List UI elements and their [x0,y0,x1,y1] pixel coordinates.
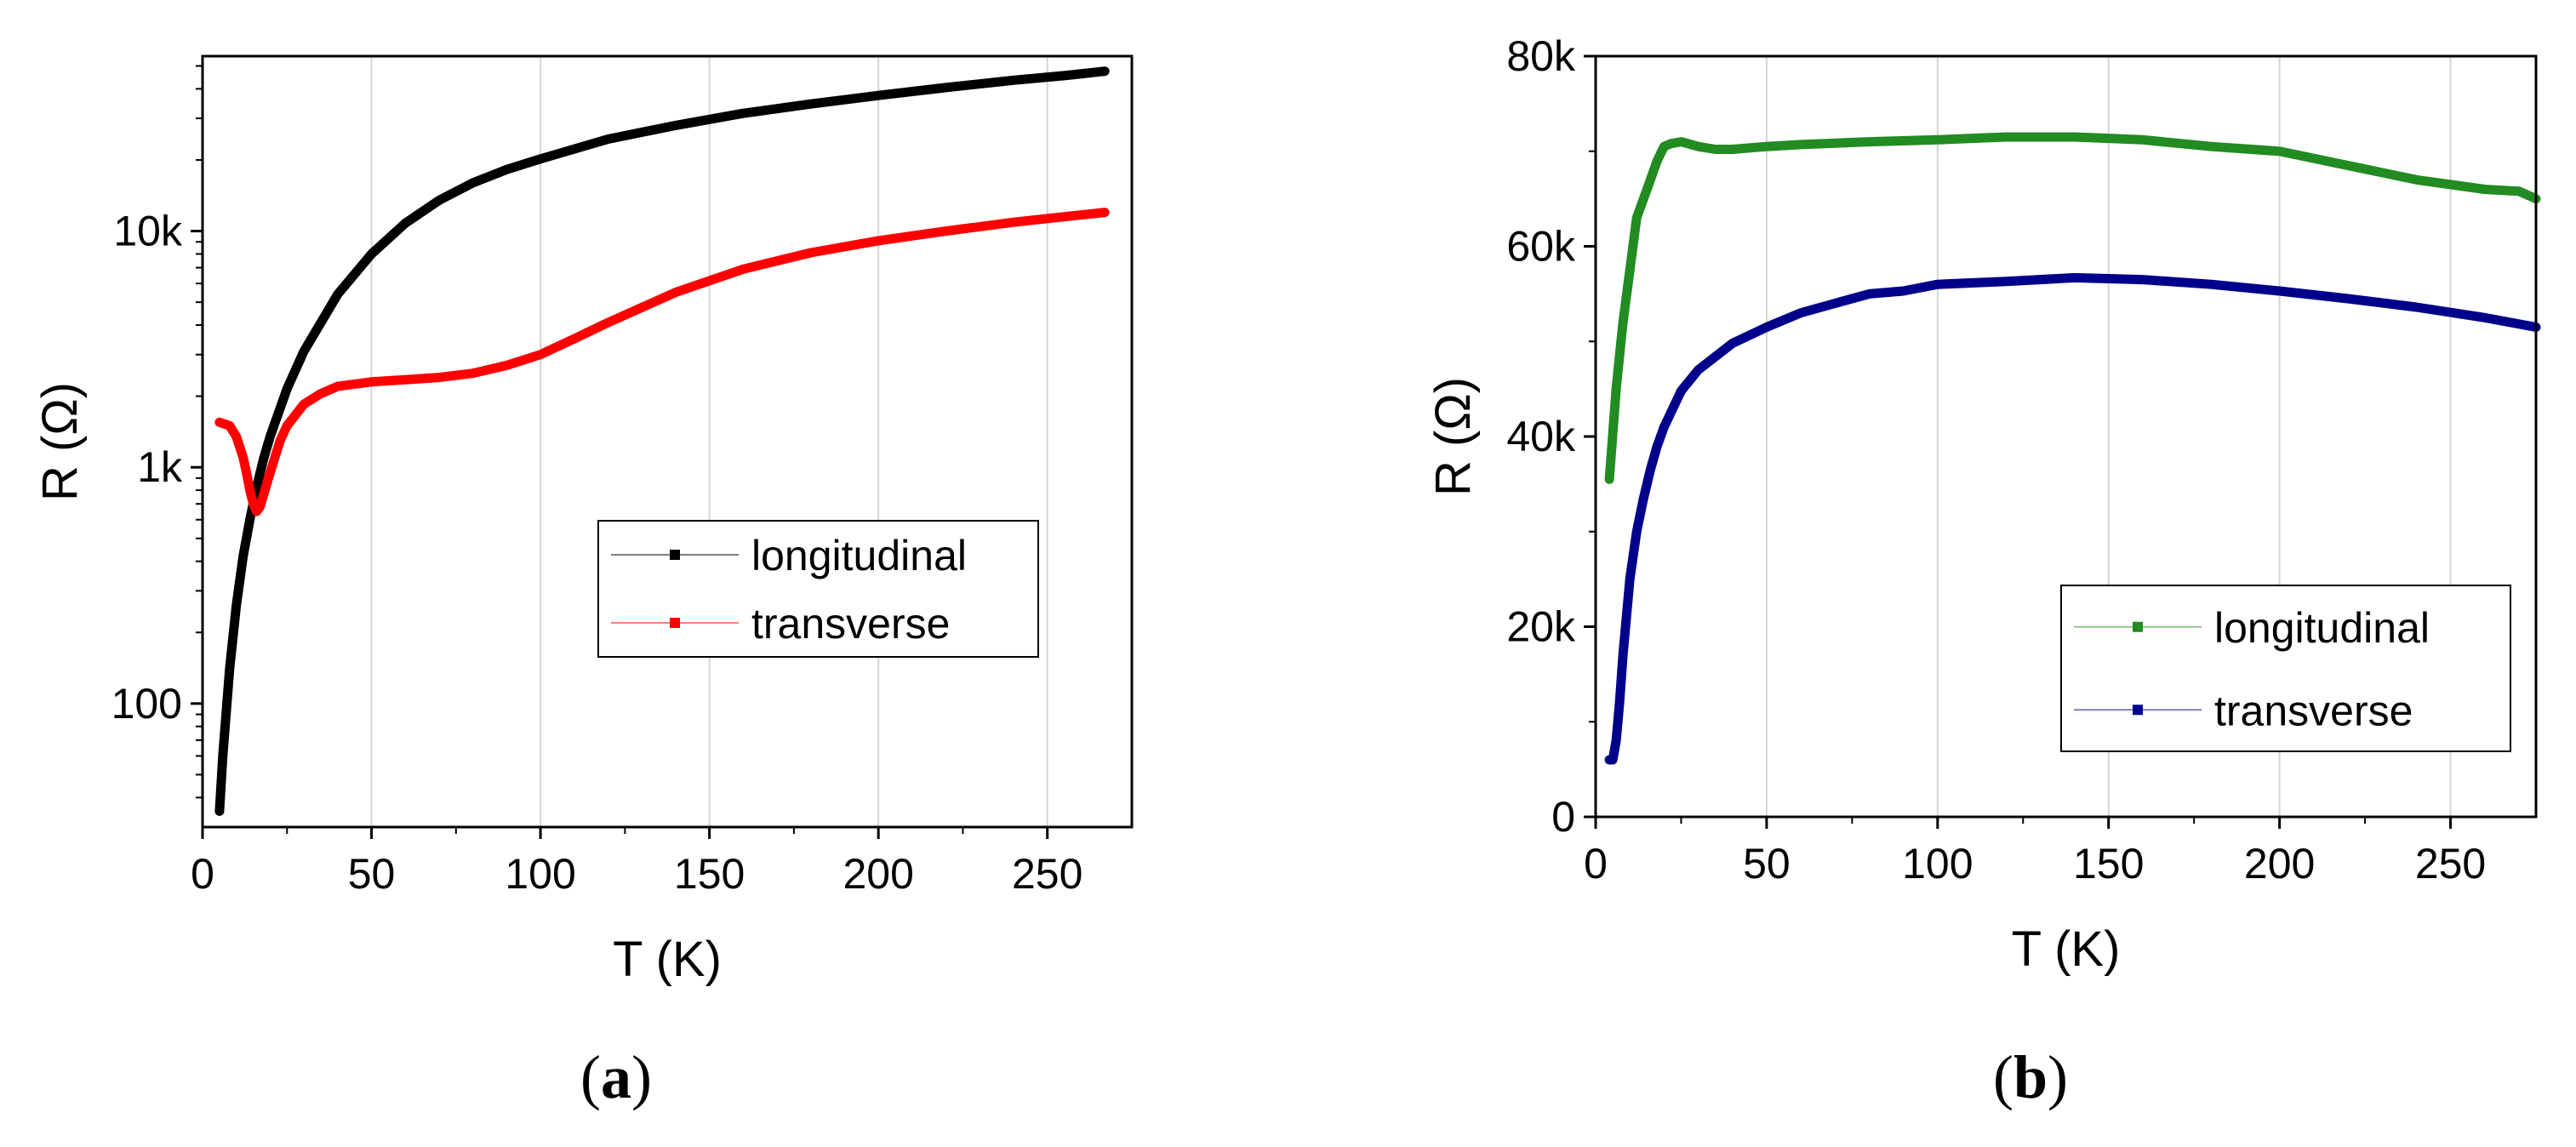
panel-label-a: (a) [580,1043,652,1111]
legend-label-transverse: transverse [2214,687,2413,734]
series-line-longitudinal [1604,132,2541,484]
x-tick-label: 100 [1902,840,1973,887]
y-tick-label: 10k [113,208,183,255]
chart-a: 0 50 100 150 200 250 100 1k 10k T (K) R (Ω) longitu… [32,54,1134,987]
legend-marker [670,618,680,628]
x-tick-label: 150 [2073,840,2144,887]
y-tick-label: 60k [1506,223,1576,271]
y-tick-label: 100 [111,680,182,728]
x-tick-label: 200 [842,850,913,898]
x-tick-label: 250 [2415,840,2486,887]
series-line-transverse [1604,272,2541,765]
y-tick-label: 40k [1506,413,1576,460]
series-line-longitudinal [214,66,1110,816]
legend-label-longitudinal: longitudinal [2214,604,2430,652]
x-tick-label: 0 [1584,840,1608,887]
y-axis-label: R (Ω) [1425,377,1481,496]
chart-b: 0 50 100 150 200 250 0 20k 40k 60k 80k T (K) R (Ω) lo… [1425,32,2541,977]
panel-label-b: (b) [1993,1043,2069,1111]
legend-box [2060,585,2511,752]
legend-marker [670,550,680,560]
legend-box [597,520,1039,658]
x-tick-label: 50 [348,850,396,898]
y-tick-label: 1k [137,443,183,491]
x-tick-label: 100 [505,850,575,898]
x-tick-label: 250 [1012,850,1082,898]
y-tick-label: 80k [1506,32,1576,80]
series-line-transverse [214,208,1110,516]
x-tick-label: 200 [2244,840,2315,887]
plot-frame [201,54,1134,829]
y-tick-label: 20k [1506,603,1576,651]
x-tick-label: 0 [191,850,214,898]
y-tick-label: 0 [1551,793,1575,841]
plot-frame [1594,54,2538,819]
x-tick-label: 50 [1743,840,1791,887]
y-axis-label: R (Ω) [32,382,88,501]
x-axis-label: T (K) [2012,922,2121,977]
legend-label-transverse: transverse [751,600,950,648]
x-tick-label: 150 [674,850,745,898]
legend-marker [2133,705,2143,716]
legend-label-longitudinal: longitudinal [751,532,967,579]
legend-marker [2133,621,2143,632]
x-axis-label: T (K) [613,932,722,987]
